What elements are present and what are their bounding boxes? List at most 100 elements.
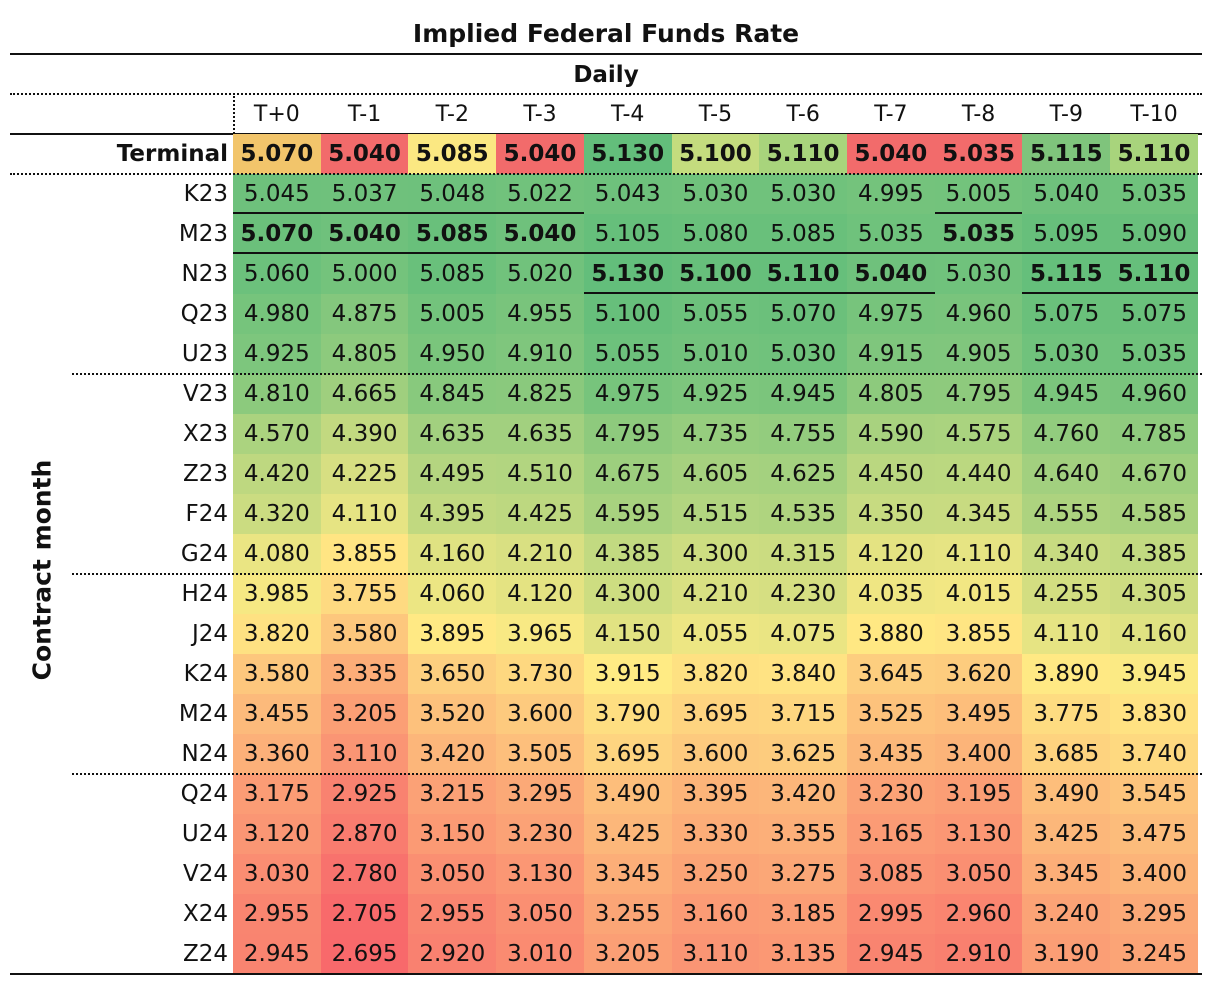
heatmap-cell: 3.600 xyxy=(496,694,584,734)
column-header-tminus4: T-4 xyxy=(611,102,645,127)
heatmap-cell: 3.120 xyxy=(233,814,321,854)
heatmap-cell: 2.695 xyxy=(320,934,409,974)
heatmap-cell: 5.100 xyxy=(583,294,672,334)
heatmap-cell: 4.915 xyxy=(847,334,935,374)
heatmap-row-q23: 4.980 4.875 5.005 4.955 5.100 5.055 5.070 4.975… xyxy=(233,294,1198,334)
heatmap-cell: 4.420 xyxy=(233,454,321,494)
heatmap-cell: 4.450 xyxy=(847,454,935,494)
column-header-tminus9: T-9 xyxy=(1049,102,1083,127)
heatmap-cell: 3.505 xyxy=(496,734,584,774)
heatmap-cell: 4.345 xyxy=(934,494,1023,534)
heatmap-cell: 5.085 xyxy=(408,134,497,174)
heatmap-cell: 4.515 xyxy=(671,494,760,534)
heatmap-cell: 4.305 xyxy=(1110,574,1198,614)
heatmap-cell: 3.345 xyxy=(583,854,672,894)
heatmap-cell: 4.960 xyxy=(1110,374,1198,414)
heatmap-cell: 4.080 xyxy=(233,534,321,574)
heatmap-cell: 2.955 xyxy=(408,894,497,934)
heatmap-cell: 4.825 xyxy=(496,374,584,414)
heatmap-cell: 5.110 xyxy=(1110,254,1198,294)
heatmap-row-q24: 3.175 2.925 3.215 3.295 3.490 3.395 3.420 3.230… xyxy=(233,774,1198,814)
heatmap-cell: 3.110 xyxy=(320,734,409,774)
heatmap-cell: 3.190 xyxy=(1022,934,1111,974)
heatmap-row-n23: 5.060 5.000 5.085 5.020 5.130 5.100 5.110 5.040… xyxy=(233,254,1198,294)
heatmap-cell: 5.115 xyxy=(1022,134,1111,174)
heatmap-cell: 5.070 xyxy=(233,134,321,174)
heatmap-cell: 5.030 xyxy=(671,174,760,214)
heatmap-cell: 4.945 xyxy=(759,374,848,414)
table-bottom-rule xyxy=(10,973,1202,975)
heatmap-cell: 4.110 xyxy=(934,534,1023,574)
heatmap-cell: 2.945 xyxy=(847,934,935,974)
heatmap-cell: 4.390 xyxy=(320,414,409,454)
heatmap-cell: 4.635 xyxy=(496,414,584,454)
heatmap-cell: 3.600 xyxy=(671,734,760,774)
heatmap-cell: 4.320 xyxy=(233,494,321,534)
heatmap-cell: 4.150 xyxy=(583,614,672,654)
heatmap-cell: 4.875 xyxy=(320,294,409,334)
heatmap-cell: 3.205 xyxy=(320,694,409,734)
heatmap-cell: 4.350 xyxy=(847,494,935,534)
heatmap-cell: 3.740 xyxy=(1110,734,1198,774)
heatmap-cell: 3.475 xyxy=(1110,814,1198,854)
heatmap-cell: 5.055 xyxy=(583,334,672,374)
heatmap-cell: 4.110 xyxy=(320,494,409,534)
heatmap-cell: 3.185 xyxy=(759,894,848,934)
heatmap-cell: 4.975 xyxy=(583,374,672,414)
heatmap-cell: 3.295 xyxy=(1110,894,1198,934)
heatmap-cell: 5.060 xyxy=(233,254,321,294)
heatmap-cell: 5.070 xyxy=(233,214,321,254)
subtitle-underline xyxy=(10,93,1202,95)
heatmap-cell: 4.640 xyxy=(1022,454,1111,494)
heatmap-cell: 4.060 xyxy=(408,574,497,614)
header-divider xyxy=(233,96,235,134)
heatmap-cell: 5.037 xyxy=(320,174,409,214)
column-header-tminus3: T-3 xyxy=(523,102,557,127)
row-label-u23: U23 xyxy=(181,341,228,367)
heatmap-cell: 3.110 xyxy=(671,934,760,974)
heatmap-cell: 4.670 xyxy=(1110,454,1198,494)
heatmap-cell: 5.110 xyxy=(759,134,848,174)
heatmap-cell: 4.755 xyxy=(759,414,848,454)
heatmap-cell: 3.985 xyxy=(233,574,321,614)
heatmap-cell: 4.510 xyxy=(496,454,584,494)
heatmap-cell: 4.160 xyxy=(408,534,497,574)
row-label-u24: U24 xyxy=(181,821,228,847)
heatmap-cell: 3.230 xyxy=(847,774,935,814)
heatmap-cell: 3.840 xyxy=(759,654,848,694)
heatmap-cell: 3.205 xyxy=(583,934,672,974)
heatmap-cell: 3.420 xyxy=(759,774,848,814)
heatmap-cell: 3.685 xyxy=(1022,734,1111,774)
heatmap-cell: 4.495 xyxy=(408,454,497,494)
heatmap-cell: 4.300 xyxy=(583,574,672,614)
heatmap-cell: 4.535 xyxy=(759,494,848,534)
heatmap-cell: 3.895 xyxy=(408,614,497,654)
row-label-n24: N24 xyxy=(181,741,228,767)
row-label-x24: X24 xyxy=(182,901,228,927)
row-label-f24: F24 xyxy=(185,501,229,527)
heatmap-cell: 3.695 xyxy=(583,734,672,774)
heatmap-cell: 5.005 xyxy=(934,174,1023,214)
heatmap-cell: 4.795 xyxy=(583,414,672,454)
heatmap-cell: 3.490 xyxy=(583,774,672,814)
heatmap-cell: 5.040 xyxy=(496,134,584,174)
heatmap-row-z24: 2.945 2.695 2.920 3.010 3.205 3.110 3.135 2.945… xyxy=(233,934,1198,974)
heatmap-cell: 5.035 xyxy=(934,214,1023,254)
row-label-k23: K23 xyxy=(183,181,228,207)
heatmap-cell: 4.210 xyxy=(496,534,584,574)
row-label-z24: Z24 xyxy=(182,941,228,967)
heatmap-cell: 3.135 xyxy=(759,934,848,974)
heatmap-cell: 5.100 xyxy=(671,134,760,174)
heatmap-cell: 4.585 xyxy=(1110,494,1198,534)
heatmap-cell: 3.400 xyxy=(934,734,1023,774)
heatmap-cell: 3.150 xyxy=(408,814,497,854)
heatmap-row-u24: 3.120 2.870 3.150 3.230 3.425 3.330 3.355 3.165… xyxy=(233,814,1198,854)
heatmap-cell: 3.455 xyxy=(233,694,321,734)
column-header-tminus7: T-7 xyxy=(874,102,908,127)
heatmap-cell: 5.030 xyxy=(934,254,1023,294)
heatmap-cell: 3.420 xyxy=(408,734,497,774)
heatmap-cell: 4.035 xyxy=(847,574,935,614)
heatmap-cell: 5.030 xyxy=(759,334,848,374)
column-header-tminus8: T-8 xyxy=(961,102,996,127)
heatmap-cell: 4.315 xyxy=(759,534,848,574)
